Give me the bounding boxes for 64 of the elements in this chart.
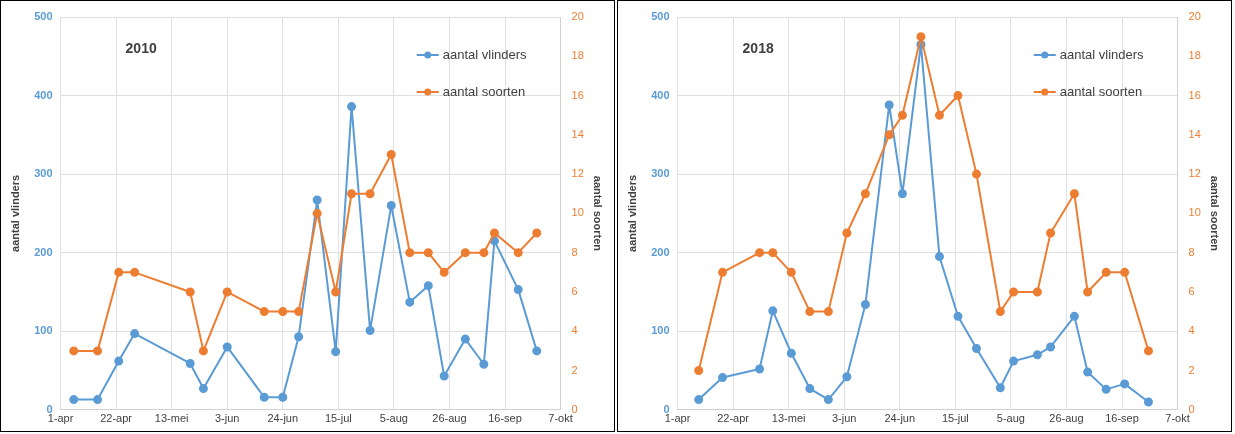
y2-tick-label: 6 xyxy=(571,284,578,297)
x-tick-label: 26-aug xyxy=(432,412,467,425)
y2-tick-label: 12 xyxy=(1188,167,1201,180)
y-tick-label: 300 xyxy=(651,167,670,180)
y2-tick-label: 0 xyxy=(1188,402,1195,415)
y2-tick-label: 14 xyxy=(1188,127,1201,140)
y-tick-label: 0 xyxy=(663,402,670,415)
y-tick-label: 500 xyxy=(651,10,670,23)
legend-label: aantal vlinders xyxy=(442,46,528,62)
x-tick-label: 15-jul xyxy=(941,412,969,425)
x-tick-label: 15-jul xyxy=(324,412,352,425)
y2-tick-label: 20 xyxy=(571,10,584,23)
y2-tick-label: 4 xyxy=(1188,324,1195,337)
y2-tick-label: 20 xyxy=(1188,10,1201,23)
y2-tick-label: 10 xyxy=(571,206,584,219)
y2-axis-title: aantal soorten xyxy=(592,175,605,252)
x-tick-label: 16-sep xyxy=(1105,412,1139,425)
y2-tick-label: 8 xyxy=(1188,245,1195,258)
y-tick-label: 500 xyxy=(34,10,53,23)
x-tick-label: 1-apr xyxy=(664,412,691,425)
y-tick-label: 100 xyxy=(34,324,53,337)
y2-tick-label: 18 xyxy=(571,49,584,62)
y-tick-label: 100 xyxy=(651,324,670,337)
y-tick-label: 400 xyxy=(651,88,670,101)
y2-tick-label: 0 xyxy=(571,402,578,415)
y-axis-title: aantal vlinders xyxy=(8,174,21,252)
x-tick-label: 24-jun xyxy=(884,412,916,425)
x-tick-label: 22-apr xyxy=(100,412,133,425)
text: 2010 xyxy=(125,39,157,56)
y-tick-label: 0 xyxy=(46,402,53,415)
text: 2018 xyxy=(742,39,774,56)
legend-label: aantal soorten xyxy=(442,83,526,99)
x-tick-label: 13-mei xyxy=(771,412,806,425)
y2-axis-title: aantal soorten xyxy=(1209,175,1222,252)
y2-tick-label: 14 xyxy=(571,127,584,140)
x-tick-label: 13-mei xyxy=(154,412,189,425)
y-axis-title: aantal vlinders xyxy=(625,174,638,252)
y2-tick-label: 10 xyxy=(1188,206,1201,219)
x-tick-label: 16-sep xyxy=(488,412,522,425)
y2-tick-label: 12 xyxy=(571,167,584,180)
x-tick-label: 1-apr xyxy=(47,412,74,425)
x-tick-label: 7-okt xyxy=(548,412,573,425)
x-tick-label: 22-apr xyxy=(717,412,750,425)
y-tick-label: 200 xyxy=(34,245,53,258)
x-tick-label: 7-okt xyxy=(1165,412,1190,425)
y2-tick-label: 8 xyxy=(571,245,578,258)
y2-tick-label: 2 xyxy=(1188,363,1195,376)
y2-tick-label: 6 xyxy=(1188,284,1195,297)
y-tick-label: 400 xyxy=(34,88,53,101)
x-tick-label: 3-jun xyxy=(831,412,857,425)
y2-tick-label: 4 xyxy=(571,324,578,337)
x-tick-label: 26-aug xyxy=(1049,412,1084,425)
y-tick-label: 200 xyxy=(651,245,670,258)
y2-tick-label: 16 xyxy=(1188,88,1201,101)
y2-tick-label: 16 xyxy=(571,88,584,101)
x-tick-label: 5-aug xyxy=(996,412,1025,425)
y-tick-label: 300 xyxy=(34,167,53,180)
y2-tick-label: 18 xyxy=(1188,49,1201,62)
legend-label: aantal soorten xyxy=(1059,83,1143,99)
legend-label: aantal vlinders xyxy=(1059,46,1145,62)
x-tick-label: 5-aug xyxy=(379,412,408,425)
y2-tick-label: 2 xyxy=(571,363,578,376)
x-tick-label: 24-jun xyxy=(267,412,299,425)
x-tick-label: 3-jun xyxy=(214,412,240,425)
